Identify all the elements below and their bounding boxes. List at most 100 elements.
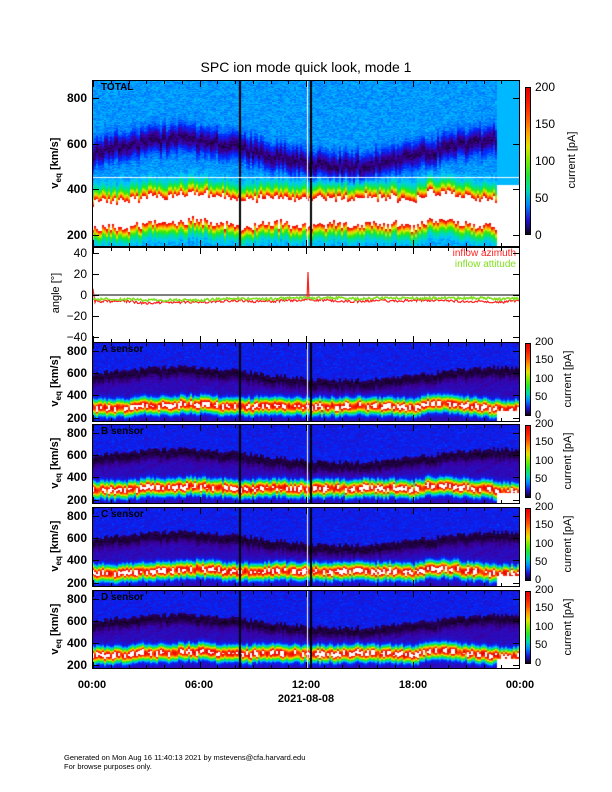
x-tick (306, 580, 307, 586)
x-tick (519, 591, 520, 597)
x-tick (501, 665, 503, 668)
x-tick (146, 248, 148, 251)
colorbar-tick-label: 100 (535, 537, 554, 550)
x-tick (110, 508, 112, 511)
x-tick (146, 508, 148, 511)
colorbar-tick-label: 0 (535, 574, 542, 586)
x-tick (128, 339, 130, 342)
x-tick (501, 243, 503, 246)
x-tick (465, 583, 467, 586)
x-tick (412, 248, 414, 254)
y-tick (93, 234, 99, 236)
x-tick (323, 248, 325, 251)
chart-title: SPC ion mode quick look, mode 1 (200, 59, 412, 75)
y-tick-label: 200 (66, 657, 87, 672)
y-tick (513, 515, 519, 517)
panel-a: A sensor (92, 342, 520, 422)
x-tick (181, 583, 183, 586)
x-tick (164, 243, 165, 246)
colorbar-tick-label: 150 (535, 354, 554, 367)
y-tick-label: 40 (73, 246, 87, 261)
x-tick (394, 583, 396, 586)
x-tick (93, 425, 94, 431)
panel-b: B sensor (92, 424, 520, 504)
x-tick (359, 243, 361, 246)
x-tick (217, 508, 219, 511)
y-tick-label: 600 (66, 136, 87, 151)
y-tick (93, 477, 99, 479)
panel-label: D sensor (101, 592, 144, 603)
x-tick (270, 508, 272, 511)
y-tick-label: 200 (66, 410, 87, 425)
x-tick (323, 343, 325, 346)
x-tick (199, 580, 201, 586)
x-tick (341, 81, 343, 84)
x-tick (217, 425, 219, 428)
x-tick (359, 508, 361, 511)
x-tick (412, 240, 414, 246)
x-tick (483, 418, 485, 421)
x-tick (341, 343, 343, 346)
y-tick (93, 664, 99, 666)
x-tick (235, 583, 236, 586)
colorbar-tick-label: 150 (535, 117, 556, 131)
y-tick-label: 600 (66, 366, 87, 381)
x-tick (323, 583, 325, 586)
x-tick (128, 508, 130, 511)
x-tick (323, 243, 325, 246)
x-tick (93, 497, 94, 503)
y-tick (513, 315, 519, 317)
x-axis-date: 2021-08-08 (277, 693, 335, 705)
y-tick (513, 598, 519, 600)
series-inflow-attitude (93, 295, 519, 304)
x-tick (359, 425, 361, 428)
x-tick (146, 81, 148, 84)
x-tick (519, 497, 520, 503)
x-tick (288, 583, 290, 586)
x-tick (93, 343, 94, 349)
x-tick (199, 508, 201, 514)
colorbar (525, 425, 531, 498)
x-tick (377, 243, 378, 246)
colorbar-label: current [pA] (562, 598, 574, 655)
y-tick (93, 143, 99, 145)
x-tick (465, 343, 467, 346)
colorbar-tick-label: 200 (535, 584, 554, 596)
colorbar-tick-label: 150 (535, 519, 554, 532)
x-tick-label: 00:00 (77, 679, 107, 691)
y-tick (513, 538, 519, 540)
footer-browse-note: For browse purposes only. (64, 762, 152, 771)
x-tick (359, 248, 361, 251)
x-tick (93, 336, 94, 342)
x-tick (252, 591, 254, 594)
x-tick-label: 12:00 (291, 679, 321, 691)
y-tick (513, 582, 519, 584)
x-tick (465, 508, 467, 511)
x-tick (377, 591, 378, 594)
x-tick (164, 343, 165, 346)
x-tick (288, 248, 290, 251)
x-tick (306, 662, 307, 668)
y-tick (513, 336, 519, 338)
x-tick (465, 591, 467, 594)
x-tick (199, 425, 201, 431)
x-tick (217, 591, 219, 594)
x-tick (465, 418, 467, 421)
x-tick (164, 583, 165, 586)
colorbar-tick-label: 50 (535, 390, 548, 403)
colorbar-tick-label: 150 (535, 602, 554, 615)
x-tick (465, 243, 467, 246)
y-tick (93, 295, 99, 296)
x-tick (270, 500, 272, 503)
angle-plot (93, 271, 519, 306)
x-tick (217, 248, 219, 251)
x-tick (252, 243, 254, 246)
x-tick (377, 418, 378, 421)
x-tick (412, 336, 414, 342)
x-tick (483, 500, 485, 503)
y-tick (93, 189, 99, 191)
x-tick (412, 497, 414, 503)
x-tick (465, 665, 467, 668)
x-tick (501, 425, 503, 428)
x-tick (359, 591, 361, 594)
